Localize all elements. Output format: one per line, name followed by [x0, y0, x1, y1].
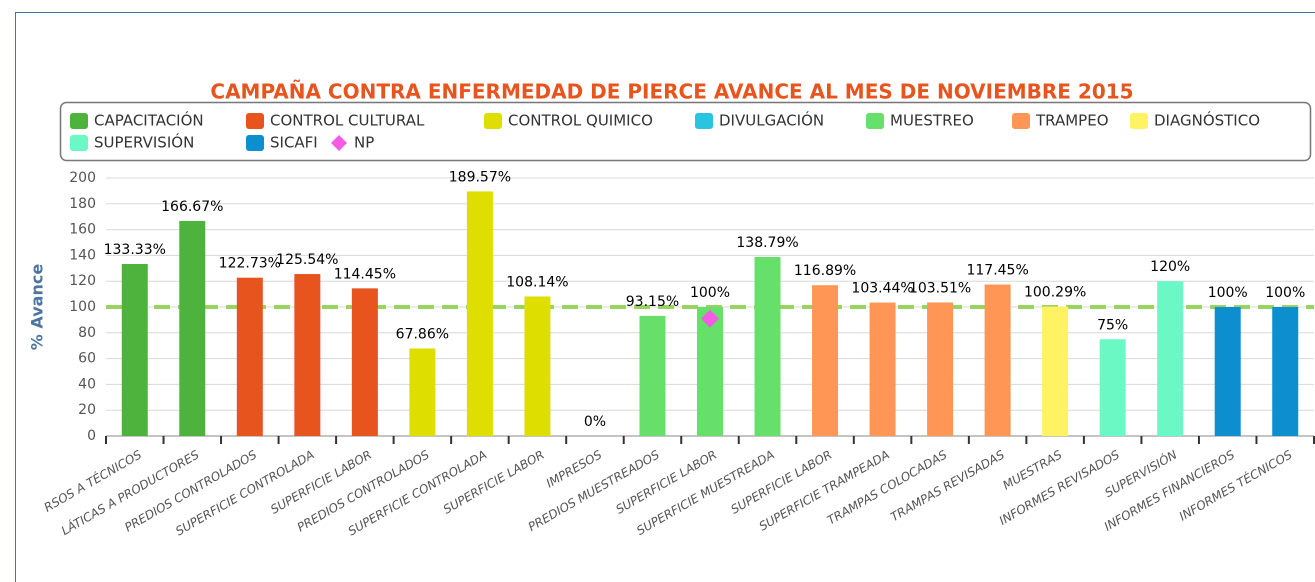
legend-label: SUPERVISIÓN: [94, 133, 194, 152]
bar: [1272, 307, 1299, 436]
legend-symbol: [70, 113, 88, 129]
x-tick-label: SUPERFICIE LABOR: [441, 448, 547, 517]
y-tick-label: 40: [78, 376, 96, 392]
bar: [639, 315, 666, 436]
value-label: 100%: [1208, 285, 1248, 301]
value-label: 67.86%: [396, 326, 449, 342]
bar: [1157, 281, 1184, 436]
bar: [812, 285, 839, 436]
y-tick-label: 160: [69, 222, 96, 238]
legend-symbol: [331, 135, 347, 151]
bar: [466, 191, 493, 436]
bar: [1214, 307, 1241, 436]
bar: [697, 307, 723, 436]
value-label: 189.57%: [449, 169, 511, 185]
legend-symbol: [866, 113, 884, 129]
bar: [524, 296, 551, 436]
legend-symbol: [246, 135, 264, 151]
value-label: 138.79%: [736, 235, 798, 251]
bar: [351, 288, 378, 436]
value-label: 120%: [1150, 259, 1190, 275]
chart-title: CAMPAÑA CONTRA ENFERMEDAD DE PIERCE AVAN…: [210, 80, 1133, 104]
value-label: 100.29%: [1024, 285, 1086, 301]
legend-symbol: [484, 113, 502, 129]
bar: [179, 220, 206, 436]
bar: [294, 274, 321, 436]
value-label: 116.89%: [794, 263, 856, 279]
legend-symbol: [1130, 113, 1148, 129]
y-tick-label: 140: [69, 247, 96, 263]
legend-label: CAPACITACIÓN: [94, 111, 204, 130]
bar: [869, 302, 896, 436]
x-tick-label: RSOS A TÉCNICOS: [41, 446, 144, 514]
legend-symbol: [695, 113, 713, 129]
value-label: 114.45%: [334, 266, 396, 282]
np-marker: [701, 309, 719, 328]
legend-symbol: [246, 113, 264, 129]
bar: [121, 264, 148, 436]
legend-label: NP: [354, 134, 374, 152]
y-axis-title: % Avance: [28, 264, 47, 351]
value-label: 133.33%: [104, 242, 166, 258]
y-tick-label: 180: [69, 196, 96, 212]
bar: [1042, 306, 1069, 436]
value-label: 122.73%: [219, 256, 281, 272]
legend-box: [59, 101, 1312, 162]
bar: [409, 348, 436, 436]
legend-symbol: [70, 135, 88, 151]
value-label: 75%: [1097, 317, 1128, 333]
value-label: 103.51%: [909, 280, 971, 296]
value-label: 125.54%: [276, 252, 338, 268]
value-label: 100%: [690, 285, 730, 301]
bar: [984, 284, 1011, 436]
legend-label: DIAGNÓSTICO: [1154, 111, 1260, 130]
value-label: 93.15%: [626, 294, 679, 310]
legend-label: CONTROL CULTURAL: [270, 112, 425, 130]
y-tick-label: 120: [69, 273, 96, 289]
chart-border: [15, 12, 1315, 582]
bar: [754, 256, 781, 436]
value-label: 108.14%: [506, 274, 568, 290]
y-tick-label: 60: [78, 351, 96, 367]
legend-label: MUESTREO: [890, 112, 974, 130]
value-label: 117.45%: [966, 262, 1028, 278]
value-label: 103.44%: [851, 281, 913, 297]
value-label: 100%: [1265, 285, 1305, 301]
y-tick-label: 0: [87, 428, 96, 444]
legend-label: SICAFI: [270, 134, 318, 152]
bar: [236, 277, 263, 436]
y-tick-label: 80: [78, 325, 96, 341]
bar: [927, 302, 954, 436]
legend-label: DIVULGACIÓN: [719, 111, 824, 130]
value-label: 166.67%: [161, 199, 223, 215]
y-tick-label: 200: [69, 170, 96, 186]
value-label: 0%: [584, 414, 606, 430]
legend-symbol: [1012, 113, 1030, 129]
legend-label: TRAMPEO: [1035, 112, 1109, 130]
legend-label: CONTROL QUIMICO: [508, 112, 653, 130]
y-tick-label: 20: [78, 402, 96, 418]
bar: [1099, 339, 1126, 436]
y-tick-label: 100: [69, 299, 96, 315]
